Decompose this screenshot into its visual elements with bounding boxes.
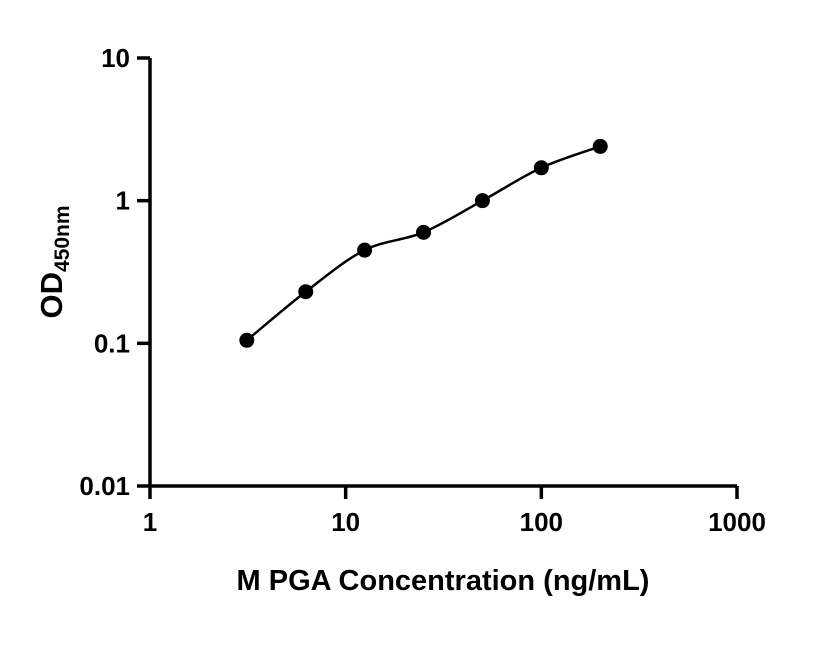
y-tick-label: 0.1 (94, 328, 130, 358)
y-tick-label: 0.01 (79, 471, 130, 501)
data-point (298, 284, 314, 300)
data-point (592, 138, 608, 154)
axis-lines (148, 58, 737, 488)
y-tick-label: 1 (116, 186, 130, 216)
y-tick-label: 10 (101, 43, 130, 73)
data-point (239, 332, 255, 348)
x-tick-label: 10 (331, 507, 360, 537)
x-tick-label: 1 (143, 507, 157, 537)
x-axis-label: M PGA Concentration (ng/mL) (237, 565, 650, 597)
data-point (474, 193, 490, 209)
data-point (416, 224, 432, 240)
x-tick-label: 100 (520, 507, 563, 537)
y-axis-label: OD450nm (34, 205, 74, 318)
fit-curve (246, 145, 601, 342)
y-axis-label-main: OD (34, 272, 69, 319)
y-axis-label-subscript: 450nm (51, 205, 74, 272)
x-tick-label: 1000 (708, 507, 766, 537)
data-point (533, 160, 549, 176)
plot-layer: 0.01 0.1 1 10 1 10 100 1000 (79, 43, 766, 537)
data-point (357, 242, 373, 258)
